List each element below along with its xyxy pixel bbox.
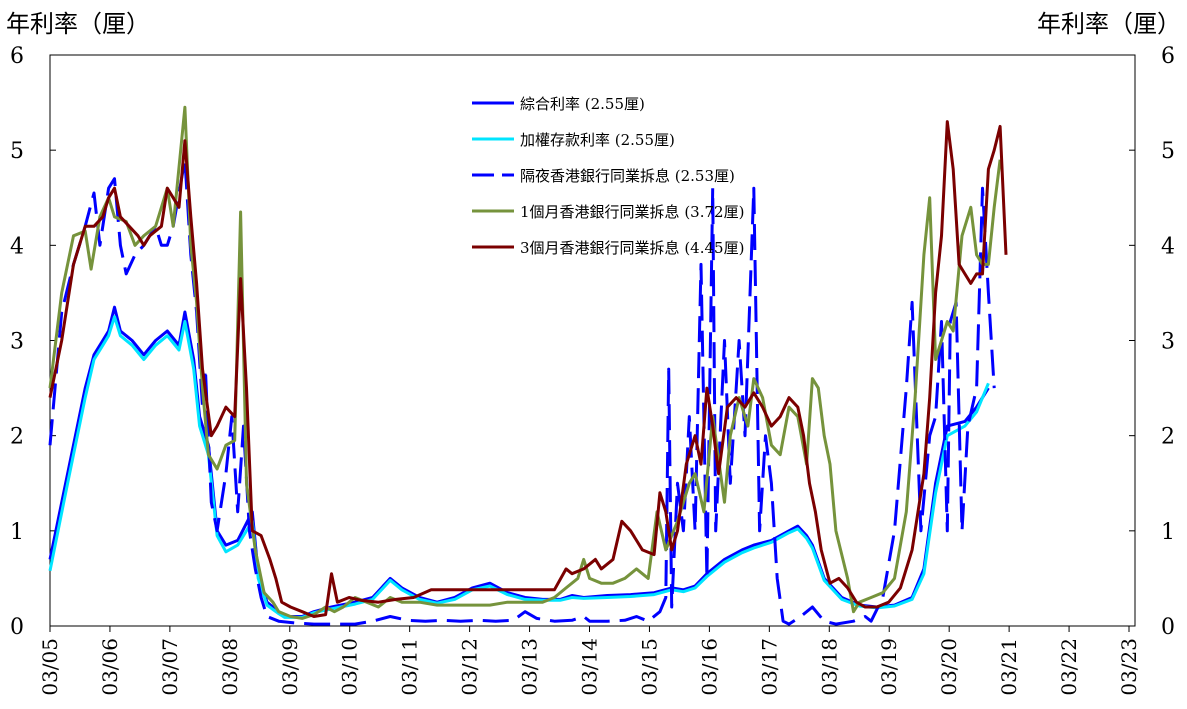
legend-label-4: 1個月香港銀行同業拆息 (3.72厘) <box>520 203 744 221</box>
y-axis-unit-left: 年利率（厘） <box>6 10 150 38</box>
x-tick-label: 03/13 <box>518 638 542 696</box>
x-tick-label: 03/07 <box>158 638 182 696</box>
legend-label-3: 隔夜香港銀行同業拆息 (2.53厘) <box>520 167 735 185</box>
y-tick-label-left: 0 <box>10 615 24 640</box>
x-tick-label: 03/18 <box>817 638 841 696</box>
x-tick-label: 03/23 <box>1117 638 1141 696</box>
x-tick-label: 03/09 <box>278 638 302 696</box>
x-tick-label: 03/08 <box>218 638 242 696</box>
y-tick-label-left: 6 <box>10 44 24 69</box>
x-tick-label: 03/05 <box>38 638 62 696</box>
y-tick-label-right: 1 <box>1161 520 1175 545</box>
y-tick-label-right: 2 <box>1161 425 1175 450</box>
x-tick-label: 03/16 <box>697 638 721 696</box>
x-tick-label: 03/15 <box>637 638 661 696</box>
y-tick-label-right: 5 <box>1161 139 1175 164</box>
x-tick-label: 03/20 <box>937 638 961 696</box>
series-line-2 <box>48 315 990 619</box>
y-tick-label-left: 4 <box>10 234 24 259</box>
x-tick-label: 03/17 <box>757 638 781 696</box>
legend-label-1: 綜合利率 (2.55厘) <box>520 95 645 113</box>
axis-ticks: 0 0 1 1 2 2 3 3 4 4 5 5 6 6 03/05 03/06 03/07 03/08 03/09 0… <box>10 44 1175 696</box>
y-tick-label-left: 3 <box>10 330 24 355</box>
y-tick-label-right: 6 <box>1161 44 1175 69</box>
y-tick-label-left: 5 <box>10 139 24 164</box>
x-tick-label: 03/12 <box>458 638 482 696</box>
y-tick-label-left: 1 <box>10 520 24 545</box>
x-tick-label: 03/11 <box>398 638 422 696</box>
x-tick-label: 03/10 <box>338 638 362 696</box>
y-axis-unit-right: 年利率（厘） <box>1037 10 1181 38</box>
x-tick-label: 03/21 <box>997 638 1021 696</box>
x-tick-label: 03/14 <box>578 638 602 696</box>
x-tick-label: 03/19 <box>877 638 901 696</box>
y-tick-label-right: 0 <box>1161 615 1175 640</box>
x-tick-label: 03/06 <box>98 638 122 696</box>
legend: 綜合利率 (2.55厘) 加權存款利率 (2.55厘) 隔夜香港銀行同業拆息 (2.… <box>472 95 744 257</box>
x-tick-label: 03/22 <box>1057 638 1081 696</box>
legend-label-2: 加權存款利率 (2.55厘) <box>520 131 675 149</box>
y-tick-label-right: 3 <box>1161 330 1175 355</box>
y-tick-label-right: 4 <box>1161 234 1175 259</box>
legend-label-5: 3個月香港銀行同業拆息 (4.45厘) <box>520 239 744 257</box>
series-lines <box>48 105 1008 626</box>
series-line-5 <box>48 120 1008 618</box>
y-tick-label-left: 2 <box>10 425 24 450</box>
